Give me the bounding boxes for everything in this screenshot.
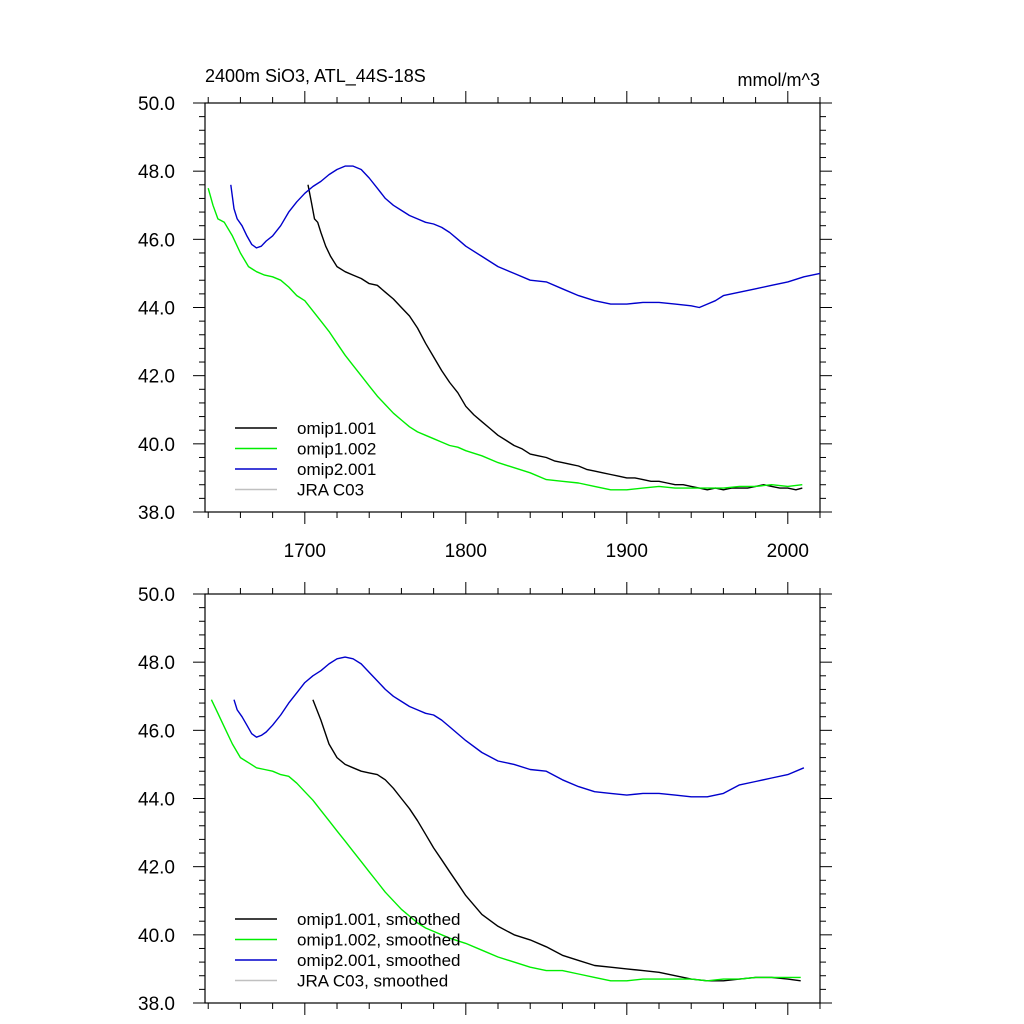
y-tick-label: 50.0 xyxy=(138,94,175,115)
y-tick-label: 38.0 xyxy=(138,994,175,1015)
series-line-omip1-002-smoothed xyxy=(210,699,801,982)
y-tick-label: 40.0 xyxy=(138,926,175,947)
tick-marks xyxy=(193,91,832,524)
x-tick-label: 1900 xyxy=(606,541,648,562)
chart-panel-top: 50.0 48.0 46.0 44.0 42.0 40.0 38.0 1700 1800 190… xyxy=(138,66,832,562)
y-tick-label: 48.0 xyxy=(138,162,175,183)
y-tick-labels: 50.0 48.0 46.0 44.0 42.0 40.0 38.0 xyxy=(138,585,175,1015)
series-lines xyxy=(207,165,821,491)
y-tick-label: 42.0 xyxy=(138,367,175,388)
y-tick-label: 38.0 xyxy=(138,503,175,524)
series-line-omip1-001 xyxy=(307,184,803,491)
legend-label: JRA C03, smoothed xyxy=(297,972,448,991)
units-label: mmol/m^3 xyxy=(738,70,820,90)
chart-panel-bottom: 50.0 48.0 46.0 44.0 42.0 40.0 38.0 omip1.001, … xyxy=(138,582,832,1015)
legend-label: omip1.002 xyxy=(297,440,376,459)
x-tick-labels: 1700 1800 1900 2000 xyxy=(284,541,809,562)
series-line-omip2-001-smoothed xyxy=(233,656,805,798)
legend-label: omip1.001, smoothed xyxy=(297,910,461,929)
y-tick-label: 46.0 xyxy=(138,721,175,742)
y-tick-labels: 50.0 48.0 46.0 44.0 42.0 40.0 38.0 xyxy=(138,94,175,524)
y-tick-label: 40.0 xyxy=(138,435,175,456)
x-tick-label: 2000 xyxy=(767,541,809,562)
legend-label: omip2.001, smoothed xyxy=(297,951,461,970)
y-tick-label: 46.0 xyxy=(138,230,175,251)
series-line-omip1-002 xyxy=(207,188,803,491)
legend-label: JRA C03 xyxy=(297,481,364,500)
legend-label: omip1.001 xyxy=(297,419,376,438)
y-tick-label: 50.0 xyxy=(138,585,175,606)
series-line-omip2-001 xyxy=(230,165,821,309)
y-tick-label: 42.0 xyxy=(138,858,175,879)
legend-label: omip2.001 xyxy=(297,460,376,479)
legend-label: omip1.002, smoothed xyxy=(297,931,461,950)
chart-title: 2400m SiO3, ATL_44S-18S xyxy=(205,66,426,87)
x-tick-label: 1700 xyxy=(284,541,326,562)
y-tick-label: 44.0 xyxy=(138,299,175,320)
x-tick-label: 1800 xyxy=(445,541,487,562)
y-tick-label: 48.0 xyxy=(138,653,175,674)
y-tick-label: 44.0 xyxy=(138,790,175,811)
legend: omip1.001, smoothed omip1.002, smoothedom… xyxy=(235,910,461,991)
tick-marks xyxy=(193,582,832,1015)
series-lines xyxy=(210,656,805,982)
